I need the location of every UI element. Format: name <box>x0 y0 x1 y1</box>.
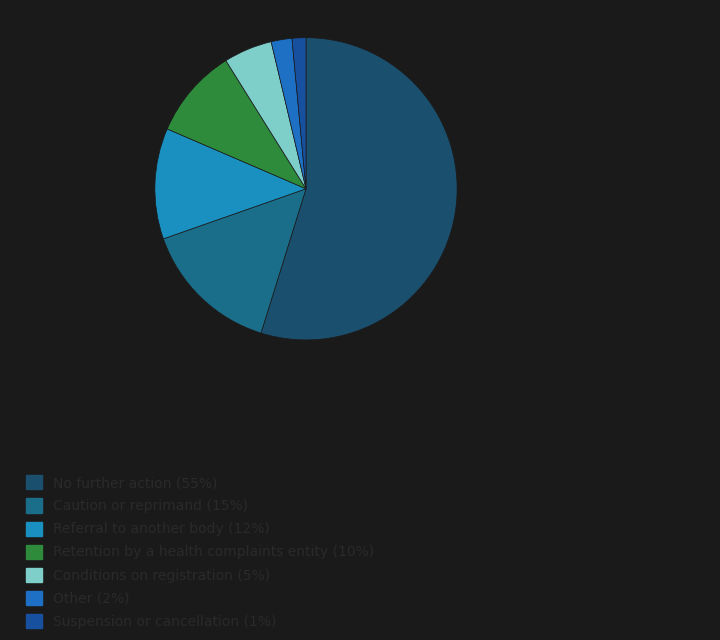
Wedge shape <box>167 61 306 189</box>
Wedge shape <box>226 42 306 189</box>
Wedge shape <box>155 129 306 239</box>
Wedge shape <box>261 38 457 340</box>
Wedge shape <box>292 38 306 189</box>
Wedge shape <box>271 38 306 189</box>
Legend: No further action (55%), Caution or reprimand (15%), Referral to another body (1: No further action (55%), Caution or repr… <box>22 471 379 633</box>
Wedge shape <box>163 189 306 333</box>
